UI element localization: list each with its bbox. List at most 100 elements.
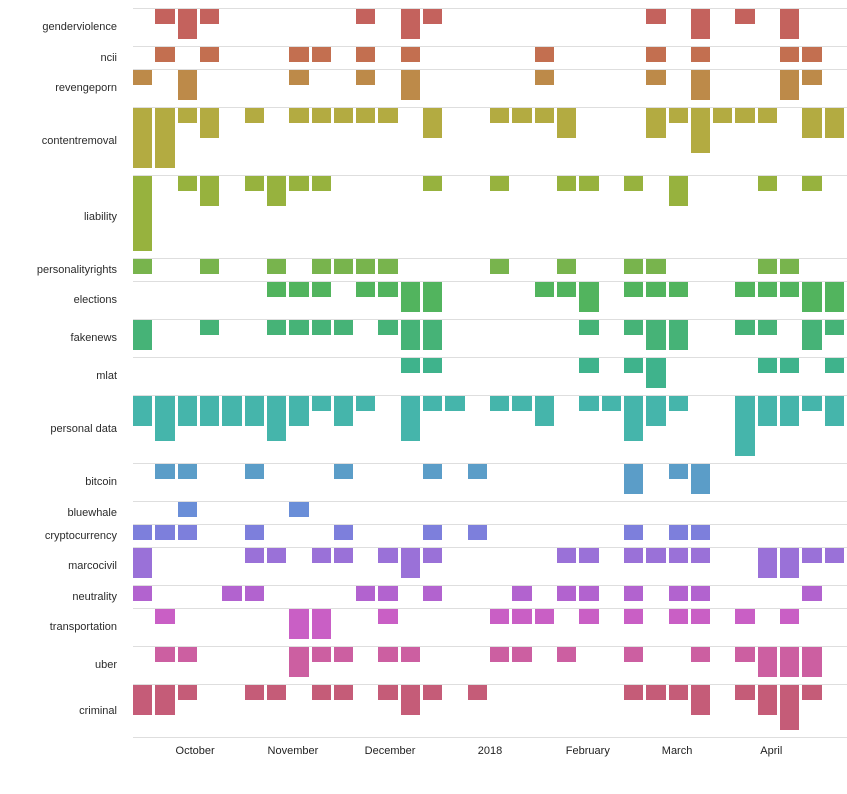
category-row-liability: liability xyxy=(0,175,847,258)
bar-elections-week-10 xyxy=(356,282,376,297)
bar-transportation-week-17 xyxy=(512,609,532,624)
bar-personal-data-week-2 xyxy=(177,396,197,426)
bar-genderviolence-week-25 xyxy=(690,9,711,39)
bar-liability-week-5 xyxy=(244,176,264,191)
bar-genderviolence-week-2 xyxy=(177,9,197,39)
bar-genderviolence-week-12 xyxy=(400,9,421,39)
category-plot-mlat xyxy=(133,357,847,395)
bar-uber-week-16 xyxy=(490,647,510,662)
bar-cryptocurrency-week-5 xyxy=(244,525,264,540)
bar-personal-data-week-14 xyxy=(445,396,465,411)
bar-criminal-week-15 xyxy=(467,685,487,700)
bar-criminal-week-0 xyxy=(133,685,153,715)
bar-personal-data-week-28 xyxy=(757,396,778,426)
bar-contentremoval-week-5 xyxy=(244,108,264,123)
bar-fakenews-week-24 xyxy=(668,320,688,350)
bar-revengeporn-week-0 xyxy=(133,70,153,85)
category-label-uber: uber xyxy=(94,659,117,671)
bar-personal-data-week-7 xyxy=(289,396,309,426)
bar-genderviolence-week-10 xyxy=(356,9,376,24)
bar-ncii-week-18 xyxy=(534,47,554,62)
bar-personal-data-week-8 xyxy=(311,396,331,411)
bar-marcocivil-week-5 xyxy=(244,548,264,563)
bar-fakenews-week-28 xyxy=(757,320,778,335)
bar-personalityrights-week-11 xyxy=(378,259,398,274)
bar-mlat-week-12 xyxy=(400,358,421,373)
x-tick-label-november: November xyxy=(267,745,319,757)
category-row-neutrality: neutrality xyxy=(0,585,847,608)
bar-liability-week-22 xyxy=(623,176,644,191)
bar-uber-week-17 xyxy=(512,647,532,662)
bar-ncii-week-3 xyxy=(199,47,220,62)
bar-criminal-week-30 xyxy=(802,685,822,700)
bar-fakenews-week-20 xyxy=(579,320,599,335)
bar-revengeporn-week-18 xyxy=(534,70,554,85)
bar-elections-week-19 xyxy=(556,282,577,297)
bar-liability-week-19 xyxy=(556,176,577,191)
bar-fakenews-week-7 xyxy=(289,320,309,335)
bar-fakenews-week-3 xyxy=(199,320,220,335)
bar-personal-data-week-17 xyxy=(512,396,532,411)
bar-transportation-week-25 xyxy=(690,609,711,624)
bar-bitcoin-week-9 xyxy=(333,464,354,479)
bar-revengeporn-week-2 xyxy=(177,70,197,100)
category-row-personalityrights: personalityrights xyxy=(0,258,847,281)
bar-criminal-week-1 xyxy=(155,685,175,715)
category-row-criminal: criminal xyxy=(0,684,847,737)
bar-uber-week-11 xyxy=(378,647,398,662)
bar-contentremoval-week-19 xyxy=(556,108,577,138)
bar-uber-week-9 xyxy=(333,647,354,662)
bar-mlat-week-22 xyxy=(623,358,644,373)
bar-marcocivil-week-25 xyxy=(690,548,711,563)
bar-cryptocurrency-week-15 xyxy=(467,525,487,540)
bar-marcocivil-week-12 xyxy=(400,548,421,578)
bar-contentremoval-week-9 xyxy=(333,108,354,123)
bar-criminal-week-6 xyxy=(266,685,287,700)
bar-elections-week-24 xyxy=(668,282,688,297)
bar-personal-data-week-21 xyxy=(601,396,621,411)
bar-marcocivil-week-13 xyxy=(423,548,443,563)
bar-neutrality-week-10 xyxy=(356,586,376,601)
bar-elections-week-30 xyxy=(802,282,822,312)
category-row-contentremoval: contentremoval xyxy=(0,107,847,175)
bar-bluewhale-week-7 xyxy=(289,502,309,517)
bar-contentremoval-week-7 xyxy=(289,108,309,123)
category-row-bitcoin: bitcoin xyxy=(0,463,847,501)
bar-marcocivil-week-22 xyxy=(623,548,644,563)
bar-neutrality-week-25 xyxy=(690,586,711,601)
bar-personal-data-week-20 xyxy=(579,396,599,411)
bar-personalityrights-week-10 xyxy=(356,259,376,274)
bar-marcocivil-week-20 xyxy=(579,548,599,563)
bar-revengeporn-week-10 xyxy=(356,70,376,85)
bar-criminal-week-9 xyxy=(333,685,354,700)
bar-elections-week-29 xyxy=(780,282,800,297)
bar-liability-week-28 xyxy=(757,176,778,191)
category-plot-genderviolence xyxy=(133,8,847,46)
bar-cryptocurrency-week-0 xyxy=(133,525,153,540)
x-tick-label-december: December xyxy=(364,745,416,757)
bar-criminal-week-25 xyxy=(690,685,711,715)
bar-transportation-week-1 xyxy=(155,609,175,624)
bar-uber-week-7 xyxy=(289,647,309,677)
bar-cryptocurrency-week-13 xyxy=(423,525,443,540)
category-row-genderviolence: genderviolence xyxy=(0,8,847,46)
bar-personal-data-week-5 xyxy=(244,396,264,426)
bar-contentremoval-week-17 xyxy=(512,108,532,123)
bar-neutrality-week-22 xyxy=(623,586,644,601)
bar-contentremoval-week-26 xyxy=(713,108,733,123)
bar-personal-data-week-9 xyxy=(333,396,354,426)
bar-elections-week-11 xyxy=(378,282,398,297)
bar-liability-week-7 xyxy=(289,176,309,191)
category-row-ncii: ncii xyxy=(0,46,847,69)
category-row-uber: uber xyxy=(0,646,847,684)
bar-marcocivil-week-29 xyxy=(780,548,800,578)
bar-bitcoin-week-13 xyxy=(423,464,443,479)
x-tick-label-april: April xyxy=(760,745,783,757)
category-row-revengeporn: revengeporn xyxy=(0,69,847,107)
bar-revengeporn-week-30 xyxy=(802,70,822,85)
bar-ncii-week-30 xyxy=(802,47,822,62)
category-plot-contentremoval xyxy=(133,107,847,175)
bar-revengeporn-week-7 xyxy=(289,70,309,85)
bar-fakenews-week-30 xyxy=(802,320,822,350)
bar-cryptocurrency-week-24 xyxy=(668,525,688,540)
